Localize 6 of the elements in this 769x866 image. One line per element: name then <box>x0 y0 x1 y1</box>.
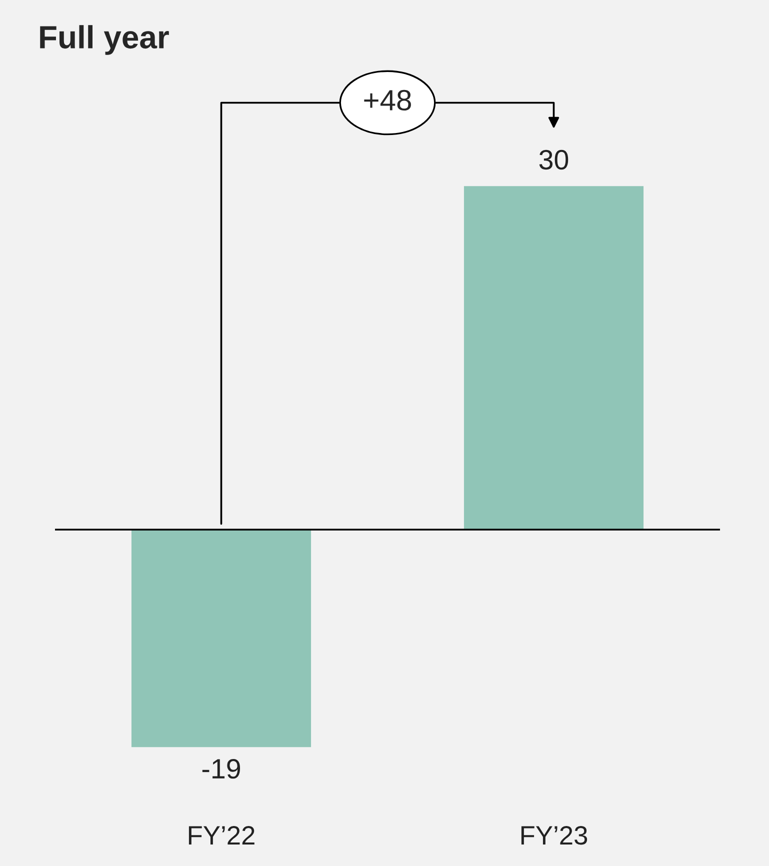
data-label: -19 <box>202 758 240 779</box>
data-label: 30 <box>539 150 568 170</box>
x-tick-label: FY’22 <box>188 826 254 844</box>
chart-title: Full year <box>40 25 169 55</box>
text: +48 <box>364 90 411 111</box>
x-tick-label: FY’23 <box>521 826 588 845</box>
